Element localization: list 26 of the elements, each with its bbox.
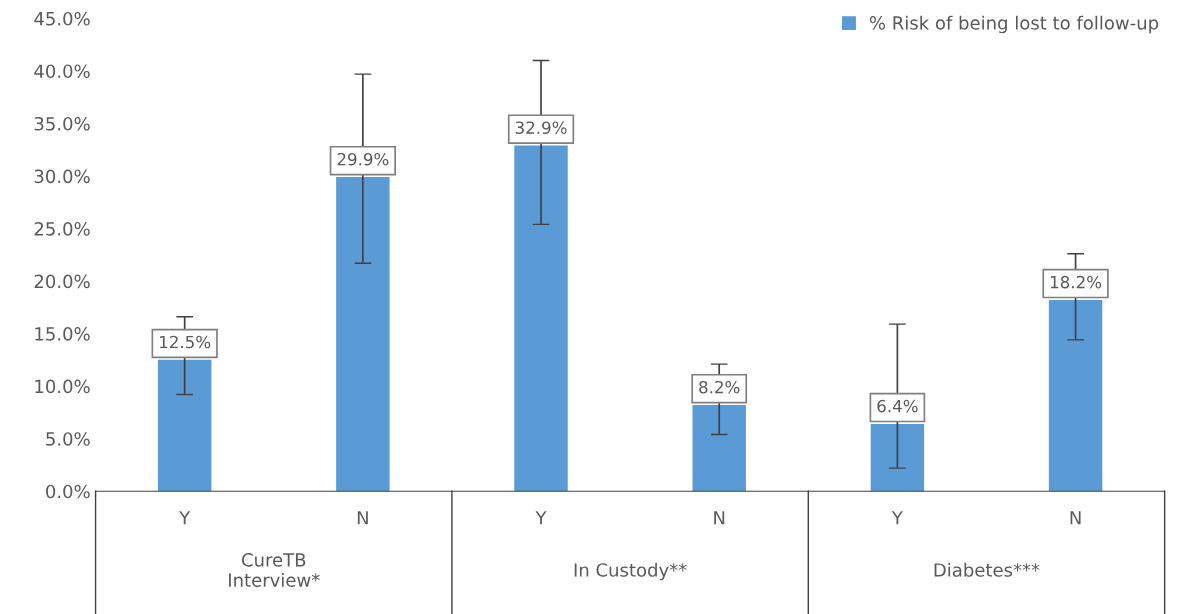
y-tick-label: 0.0% xyxy=(46,484,90,499)
data-label: 8.2% xyxy=(699,380,740,394)
data-label: 18.2% xyxy=(1050,275,1102,289)
data-label: 32.9% xyxy=(515,121,567,134)
y-tick-label: 45.0% xyxy=(34,11,90,26)
x-tick-label: N xyxy=(714,511,725,525)
data-label: 12.5% xyxy=(160,335,211,349)
legend-label: % Risk of being lost to follow-up xyxy=(869,15,1159,34)
y-tick-label: 5.0% xyxy=(46,432,90,446)
y-tick-label: 15.0% xyxy=(35,327,90,341)
x-tick-label: Y xyxy=(179,511,191,525)
x-tick-label: N xyxy=(1070,511,1081,525)
y-tick-label: 35.0% xyxy=(34,116,90,131)
y-tick-label: 20.0% xyxy=(34,274,90,289)
y-tick-label: 25.0% xyxy=(34,222,90,236)
y-tick-label: 40.0% xyxy=(34,64,90,79)
x-tick-label: Y xyxy=(535,511,547,525)
data-label: 29.9% xyxy=(337,152,389,166)
text: In Custody** xyxy=(574,562,687,581)
text: Diabetes*** xyxy=(934,562,1040,577)
y-tick-label: 30.0% xyxy=(34,169,90,184)
y-tick-label: 10.0% xyxy=(35,379,90,394)
text: CureTB Interview* xyxy=(229,553,320,587)
data-label: 6.4% xyxy=(877,399,918,413)
x-tick-label: N xyxy=(357,511,368,525)
x-tick-label: Y xyxy=(891,511,903,525)
